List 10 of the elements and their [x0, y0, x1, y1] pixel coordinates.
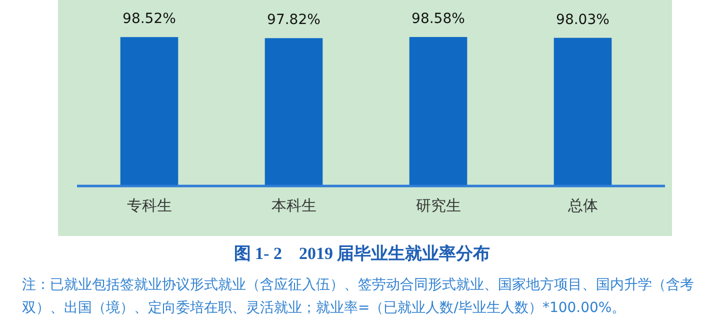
text: 图 1- 2 2019 届毕业生就业率分布 [232, 243, 492, 265]
x-tick-label: 专科生 [126, 196, 172, 215]
x-tick-label: 本科生 [271, 196, 316, 215]
data-label: 98.03% [556, 12, 610, 28]
data-label: 98.52% [122, 11, 176, 28]
data-label: 97.82% [267, 12, 320, 28]
x-tick-label: 研究生 [416, 196, 461, 215]
x-tick-label: 总体 [566, 196, 598, 215]
text: 注：已就业包括签就业协议形式就业（含应征入伍）、签劳动合同形式就业、国家地方项目、国内升学（含考双）、出国（境）、定向委培在职、灵活就业；就业率=（已就业人数/毕业生人数）*100.00%。 [22, 276, 695, 318]
data-label: 98.58% [412, 11, 465, 27]
